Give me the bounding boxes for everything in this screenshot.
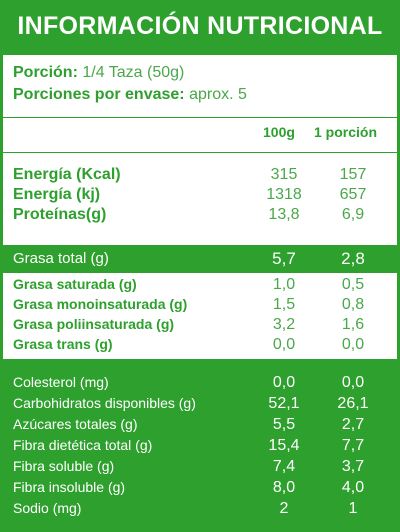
row-value-portion: 2,7 xyxy=(341,416,365,433)
row-value-portion: 3,7 xyxy=(341,458,365,475)
row-value-portion: 4,0 xyxy=(341,479,365,496)
per-pack-label: Porciones por envase: xyxy=(13,86,185,103)
row-value-100g: 8,0 xyxy=(272,479,296,496)
row-value-portion: 1 xyxy=(348,500,358,517)
row-label: Fibra soluble (g) xyxy=(13,458,115,474)
portion-value: 1/4 Taza (50g) xyxy=(82,64,185,81)
grasas-section: Grasa saturada (g) 1,0 0,5 Grasa monoinsatu… xyxy=(3,273,397,359)
row-value-portion: 7,7 xyxy=(341,437,365,454)
row-value-portion: 26,1 xyxy=(337,395,369,412)
row-value-100g: 1318 xyxy=(266,186,302,203)
row-label: Carbohidratos disponibles (g) xyxy=(13,395,196,411)
row-label: Energía (kj) xyxy=(13,186,101,203)
row-label: Grasa saturada (g) xyxy=(13,276,137,292)
row-label: Energía (Kcal) xyxy=(13,166,121,183)
row-label: Fibra dietética total (g) xyxy=(13,437,153,453)
per-pack-value: aprox. 5 xyxy=(189,86,247,103)
row-value-100g: 1,0 xyxy=(272,276,296,293)
row-value-100g: 0,0 xyxy=(272,374,296,391)
row-value-100g: 2 xyxy=(279,500,289,517)
other-nutrients-section: Colesterol (mg) 0,0 0,0 Carbohidratos dispo… xyxy=(0,369,400,532)
row-value-portion: 6,9 xyxy=(341,206,365,223)
per-pack-line: Porciones por envase: aprox. 5 xyxy=(13,86,247,104)
row-label: Azúcares totales (g) xyxy=(13,416,138,432)
row-value-100g: 1,5 xyxy=(272,296,296,313)
row-value-100g: 7,4 xyxy=(272,458,296,475)
panel-title: INFORMACIÓN NUTRICIONAL xyxy=(17,12,383,40)
row-value-portion: 0,0 xyxy=(341,336,365,353)
column-header-portion: 1 porción xyxy=(314,124,378,140)
row-value-100g: 0,0 xyxy=(272,336,296,353)
grasa-total-row: Grasa total (g) 5,7 2,8 xyxy=(0,246,400,274)
row-label: Grasa monoinsaturada (g) xyxy=(13,296,188,312)
row-value-100g: 315 xyxy=(270,166,298,183)
row-label: Grasa total (g) xyxy=(13,250,109,267)
row-value-portion: 0,5 xyxy=(341,276,365,293)
section-divider xyxy=(3,359,397,369)
row-value-portion: 157 xyxy=(339,166,367,183)
row-label: Grasa trans (g) xyxy=(13,336,113,352)
row-label: Grasa poliinsaturada (g) xyxy=(13,316,175,332)
row-value-portion: 2,8 xyxy=(341,249,365,268)
row-value-portion: 1,6 xyxy=(341,316,365,333)
row-value-portion: 657 xyxy=(339,186,367,203)
row-value-100g: 5,5 xyxy=(272,416,296,433)
energy-section: Energía (Kcal) 315 157 Energía (kj) 1318 657 P… xyxy=(3,153,397,245)
row-value-portion: 0,0 xyxy=(341,374,365,391)
row-value-100g: 15,4 xyxy=(268,437,300,454)
column-header-row: 100g 1 porción xyxy=(3,118,397,152)
portion-line: Porción: 1/4 Taza (50g) xyxy=(13,64,184,82)
row-label: Fibra insoluble (g) xyxy=(13,479,126,495)
row-label: Proteínas(g) xyxy=(13,206,107,223)
row-label: Colesterol (mg) xyxy=(13,374,109,390)
row-value-100g: 13,8 xyxy=(268,206,300,223)
column-header-100g: 100g xyxy=(263,124,295,140)
row-label: Sodio (mg) xyxy=(13,500,82,516)
row-value-portion: 0,8 xyxy=(341,296,365,313)
row-value-100g: 5,7 xyxy=(272,249,296,268)
row-value-100g: 3,2 xyxy=(272,316,296,333)
portion-label: Porción: xyxy=(13,64,78,81)
serving-section: Porción: 1/4 Taza (50g) Porciones por en… xyxy=(3,55,397,117)
row-value-100g: 52,1 xyxy=(268,395,300,412)
